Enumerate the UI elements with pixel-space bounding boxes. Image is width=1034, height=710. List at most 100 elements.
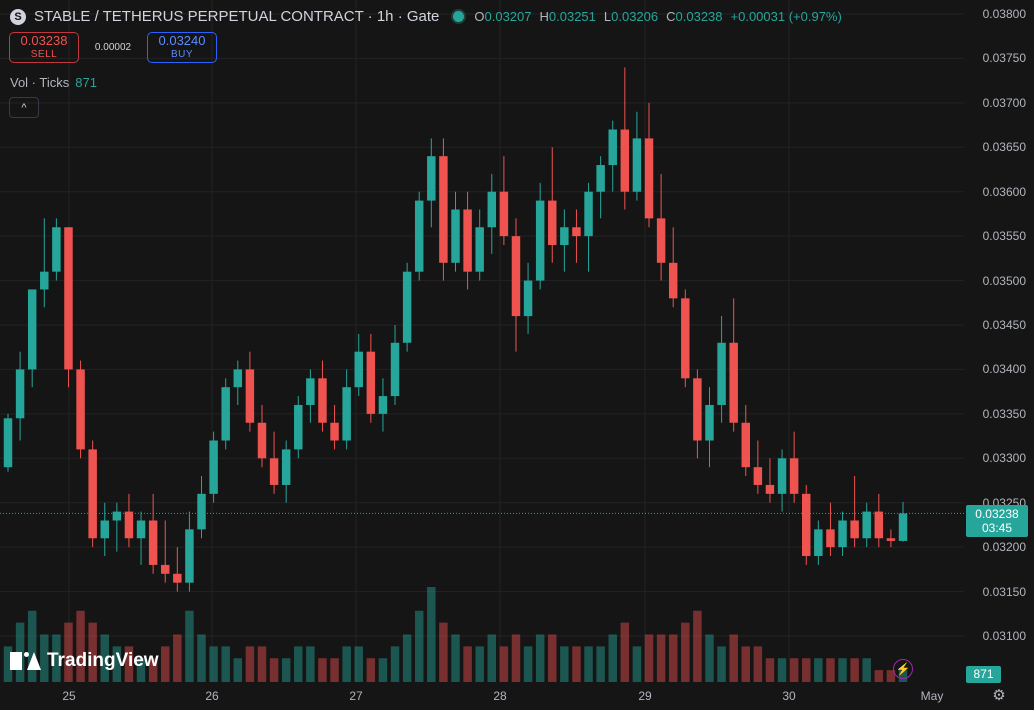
candle[interactable]: [15, 369, 25, 419]
candle[interactable]: [777, 458, 787, 494]
candle[interactable]: [306, 378, 315, 405]
candle[interactable]: [717, 342, 726, 405]
candle[interactable]: [463, 209, 472, 272]
volume-bar: [342, 646, 351, 682]
candle[interactable]: [100, 520, 109, 539]
candle[interactable]: [136, 520, 146, 539]
candle[interactable]: [52, 227, 61, 272]
candle[interactable]: [112, 511, 122, 521]
volume-bar: [560, 646, 569, 682]
candle[interactable]: [802, 493, 811, 557]
candle[interactable]: [632, 138, 642, 192]
candle[interactable]: [209, 440, 218, 494]
candle[interactable]: [620, 129, 630, 192]
volume-bar: [789, 658, 799, 682]
volume-indicator-legend[interactable]: Vol · Ticks 871: [10, 75, 97, 90]
candle[interactable]: [173, 573, 182, 583]
candle[interactable]: [499, 191, 509, 237]
candle[interactable]: [644, 138, 654, 219]
gear-icon[interactable]: ⚙: [992, 687, 1006, 704]
buy-price: 0.03240: [158, 32, 206, 48]
candle[interactable]: [656, 218, 666, 263]
candle[interactable]: [487, 191, 497, 228]
candle[interactable]: [257, 422, 267, 459]
candle[interactable]: [753, 467, 763, 485]
candle[interactable]: [862, 511, 871, 539]
candle[interactable]: [705, 404, 714, 441]
candle[interactable]: [27, 289, 37, 370]
volume-bar: [185, 610, 194, 682]
candle[interactable]: [197, 493, 206, 530]
volume-bar: [209, 646, 218, 682]
candle[interactable]: [886, 538, 896, 541]
candle[interactable]: [40, 271, 49, 290]
candle[interactable]: [898, 513, 908, 541]
volume-bar: [281, 658, 291, 682]
candle[interactable]: [681, 298, 690, 379]
candle[interactable]: [548, 200, 557, 246]
candle[interactable]: [535, 200, 545, 281]
candle[interactable]: [390, 342, 400, 397]
candle[interactable]: [850, 520, 859, 539]
candle[interactable]: [342, 387, 351, 441]
candle[interactable]: [402, 271, 412, 343]
candle[interactable]: [294, 404, 303, 450]
candle[interactable]: [330, 422, 339, 441]
candle[interactable]: [318, 378, 327, 423]
candle[interactable]: [789, 458, 799, 494]
candle[interactable]: [233, 369, 243, 388]
candle[interactable]: [451, 209, 460, 263]
sell-button[interactable]: 0.03238 SELL: [9, 32, 79, 63]
candle[interactable]: [693, 378, 702, 441]
volume-bar: [681, 622, 690, 682]
candle[interactable]: [523, 280, 533, 317]
candle[interactable]: [439, 156, 448, 263]
candle[interactable]: [3, 418, 13, 468]
price-axis[interactable]: 0.03800 0.03750 0.03700 0.03650 0.03600 0.035…: [964, 0, 1034, 682]
candle[interactable]: [88, 449, 97, 539]
candlestick-chart[interactable]: [0, 0, 964, 682]
candle[interactable]: [221, 387, 230, 441]
candle[interactable]: [366, 351, 376, 414]
buy-button[interactable]: 0.03240 BUY: [147, 32, 217, 63]
candle[interactable]: [814, 529, 823, 557]
candle[interactable]: [148, 520, 158, 565]
candle[interactable]: [475, 227, 484, 272]
candle[interactable]: [427, 156, 436, 201]
candle[interactable]: [838, 520, 847, 548]
tradingview-watermark[interactable]: TradingView: [10, 650, 159, 672]
candle[interactable]: [741, 422, 751, 468]
candle[interactable]: [245, 369, 255, 423]
candle[interactable]: [64, 227, 73, 370]
candle[interactable]: [826, 529, 835, 548]
candle[interactable]: [511, 236, 521, 317]
candle[interactable]: [378, 396, 388, 414]
lightning-icon[interactable]: ⚡: [893, 659, 913, 679]
time-axis[interactable]: 25 26 27 28 29 30 May: [0, 682, 1034, 710]
candle[interactable]: [608, 129, 617, 166]
volume-bar: [366, 658, 376, 682]
candle[interactable]: [596, 165, 605, 192]
candle[interactable]: [185, 529, 194, 583]
volume-bar: [548, 634, 557, 682]
candle[interactable]: [414, 200, 424, 272]
candle[interactable]: [76, 369, 85, 450]
candle[interactable]: [668, 262, 678, 299]
candle[interactable]: [765, 484, 775, 494]
volume-bar: [511, 634, 521, 682]
candle[interactable]: [729, 342, 738, 423]
candle[interactable]: [269, 458, 279, 485]
time-tick-label: 29: [638, 689, 652, 703]
candle[interactable]: [124, 511, 134, 539]
candle[interactable]: [160, 564, 170, 574]
candle[interactable]: [572, 227, 581, 237]
candle[interactable]: [560, 227, 569, 246]
time-tick-label: 28: [493, 689, 507, 703]
symbol-title[interactable]: STABLE / TETHERUS PERPETUAL CONTRACT · 1…: [34, 8, 440, 25]
candle[interactable]: [281, 449, 291, 485]
collapse-legend-button[interactable]: ^: [9, 97, 39, 118]
candle[interactable]: [584, 191, 593, 237]
chart-area[interactable]: [0, 0, 964, 682]
candle[interactable]: [874, 511, 884, 539]
candle[interactable]: [354, 351, 363, 388]
